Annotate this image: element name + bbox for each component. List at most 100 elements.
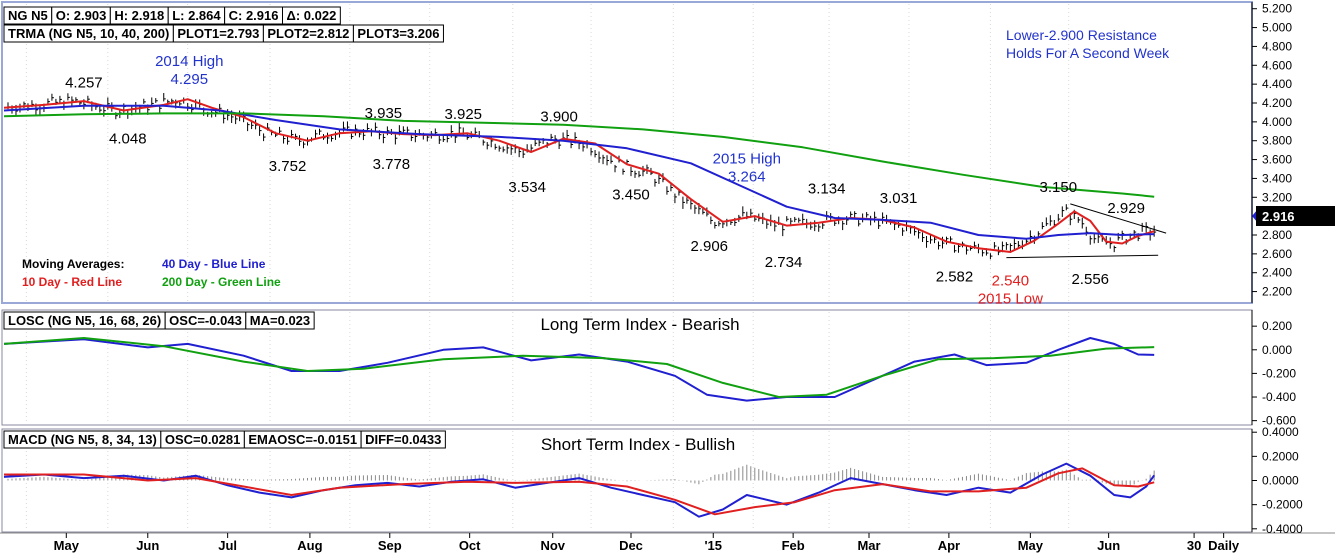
price-tick-label: 2.400	[1262, 266, 1292, 280]
price-label: 2015 High	[713, 150, 781, 167]
header-field: PLOT2=2.812	[267, 26, 349, 41]
price-tick-label: 2.800	[1262, 228, 1292, 242]
macd-tick-label: -0.2000	[1262, 498, 1303, 512]
price-tick-label: 3.600	[1262, 153, 1292, 167]
price-header: NG N5 O: 2.903 H: 2.918 L: 2.864 C: 2.916 Δ: …	[3, 6, 341, 25]
macd-tick-label: 0.4000	[1262, 425, 1299, 439]
legend-ma40: 40 Day - Blue Line	[162, 257, 266, 271]
ma200-line	[3, 112, 1155, 198]
header-field-box	[352, 24, 444, 43]
macd-title: Short Term Index - Bullish	[541, 435, 735, 454]
last-price-box	[1256, 206, 1335, 226]
header-field: MACD (NG N5, 8, 34, 13)	[8, 432, 157, 447]
losc-title: Long Term Index - Bearish	[540, 315, 739, 334]
price-tick-label: 4.200	[1262, 96, 1292, 110]
price-label: 3.264	[728, 168, 766, 185]
month-label: Jun	[136, 538, 159, 553]
macd-tick-label: 0.2000	[1262, 449, 1299, 463]
price-label: 4.295	[171, 71, 209, 88]
trendline	[1070, 203, 1167, 234]
price-label: 3.900	[540, 108, 578, 125]
price-moving-averages	[3, 98, 1155, 253]
price-tick-label: 3.800	[1262, 134, 1292, 148]
losc-tick-label: 0.000	[1262, 343, 1292, 357]
price-y-axis: 2.2002.4002.6002.8003.0003.2003.4003.600…	[1252, 2, 1292, 299]
month-label: '15	[704, 538, 722, 553]
header-field: O: 2.903	[56, 8, 107, 23]
price-tick-label: 4.400	[1262, 77, 1292, 91]
ma40-line	[3, 462, 1156, 518]
month-label: Nov	[540, 538, 565, 553]
losc-lines	[3, 337, 1155, 402]
last-price-marker: 2.916	[1252, 206, 1335, 226]
price-label: 3.925	[444, 106, 482, 123]
month-label: Jun	[1097, 538, 1120, 553]
price-label: 2.556	[1071, 271, 1109, 288]
price-label: 3.450	[612, 187, 650, 204]
month-label: Sep	[378, 538, 402, 553]
price-label: 2.540	[992, 273, 1030, 290]
legend-title: Moving Averages:	[22, 257, 124, 271]
macd-lines	[3, 462, 1156, 518]
resistance-callout-line1: Lower-2.900 Resistance	[1006, 27, 1157, 43]
header-field-box	[245, 311, 315, 330]
price-tick-label: 4.800	[1262, 39, 1292, 53]
price-label: 3.752	[269, 158, 307, 175]
header-field: TRMA (NG N5, 10, 40, 200)	[8, 26, 169, 41]
ma40-line	[3, 104, 1155, 240]
header-field: OSC=0.0281	[165, 432, 241, 447]
price-label: 3.935	[365, 105, 403, 122]
price-label: 2.734	[765, 254, 803, 271]
header-field: LOSC (NG N5, 16, 68, 26)	[8, 313, 161, 328]
header-field: MA=0.023	[250, 313, 310, 328]
month-label: Daily	[1208, 538, 1240, 553]
price-label: 2.582	[936, 269, 974, 286]
macd-header: MACD (NG N5, 8, 34, 13) OSC=0.0281 EMAOSC=…	[3, 430, 446, 449]
price-label: 4.257	[65, 75, 103, 92]
trendline	[1006, 254, 1159, 259]
price-tick-label: 5.000	[1262, 21, 1292, 35]
macd-tick-label: 0.0000	[1262, 474, 1299, 488]
price-label: 2.929	[1107, 200, 1145, 217]
header-field: DIFF=0.0433	[365, 432, 441, 447]
price-label: 2015 Low	[978, 291, 1043, 308]
month-label: May	[1018, 538, 1044, 553]
header-field: NG N5	[8, 8, 48, 23]
header-field: EMAOSC=-0.0151	[248, 432, 357, 447]
month-label: May	[54, 538, 80, 553]
price-panel-frame	[1, 1, 1253, 304]
price-label: 2014 High	[155, 53, 223, 70]
month-label: Feb	[782, 538, 805, 553]
macd-y-axis: 0.4000 0.2000 0.0000 -0.2000 -0.4000	[1252, 425, 1303, 536]
price-tick-label: 4.600	[1262, 58, 1292, 72]
price-tick-label: 2.600	[1262, 247, 1292, 261]
header-field-box	[282, 6, 341, 25]
last-price-text: 2.916	[1262, 209, 1295, 224]
trma-header: TRMA (NG N5, 10, 40, 200) PLOT1=2.793 PLOT…	[3, 24, 444, 43]
ma200-line	[3, 337, 1155, 398]
resistance-callout-line2: Holds For A Second Week	[1006, 45, 1170, 61]
legend-ma10: 10 Day - Red Line	[22, 275, 122, 289]
price-label: 2.906	[690, 238, 728, 255]
losc-header: LOSC (NG N5, 16, 68, 26) OSC=-0.043 MA=0.0…	[3, 311, 315, 330]
month-label: Apr	[938, 538, 960, 553]
price-tick-label: 3.400	[1262, 171, 1292, 185]
price-label: 3.031	[880, 190, 918, 207]
macd-tick-label: -0.4000	[1262, 522, 1303, 536]
losc-y-axis: 0.200 0.000 -0.200 -0.400 -0.600	[1252, 319, 1296, 428]
ma10-line	[4, 467, 1155, 516]
losc-tick-label: -0.600	[1262, 414, 1296, 428]
price-label: 3.778	[373, 156, 411, 173]
price-tick-label: 4.000	[1262, 115, 1292, 129]
legend-ma200: 200 Day - Green Line	[162, 275, 281, 289]
header-field: L: 2.864	[172, 8, 221, 23]
trendlines	[1006, 203, 1167, 259]
month-label: Jul	[218, 538, 237, 553]
price-tick-label: 3.200	[1262, 190, 1292, 204]
month-label: Oct	[459, 538, 481, 553]
header-field: C: 2.916	[229, 8, 279, 23]
header-field: PLOT1=2.793	[177, 26, 259, 41]
header-field: OSC=-0.043	[169, 313, 242, 328]
price-label: 3.534	[508, 179, 546, 196]
